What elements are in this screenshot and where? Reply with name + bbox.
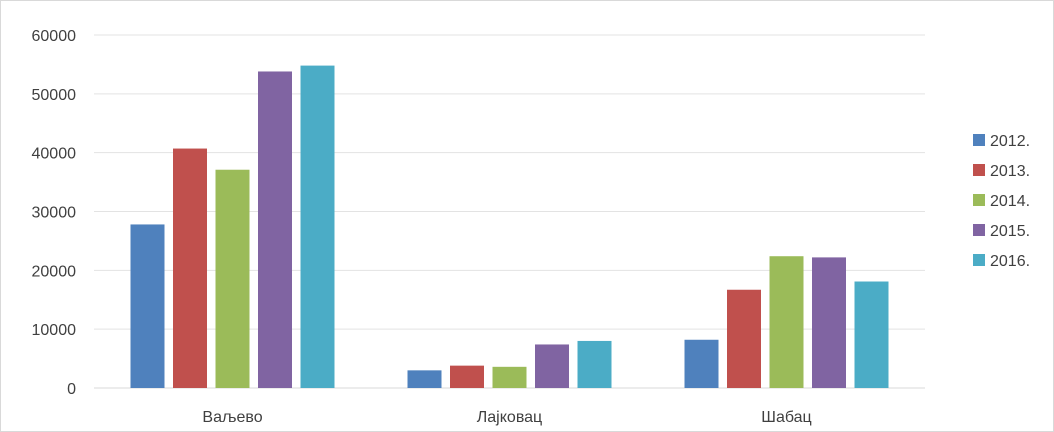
legend-swatch: [973, 224, 985, 236]
legend-label: 2016.: [990, 253, 1030, 270]
bar-Лајковац-2016: [577, 340, 612, 388]
legend-label: 2013.: [990, 163, 1030, 180]
bar-Шабац-2013: [727, 289, 761, 388]
bar-Шабац-2016: [854, 281, 889, 388]
bar-Лајковац-2015: [535, 344, 569, 388]
bars: [130, 65, 889, 389]
y-tick-label: 30000: [32, 205, 77, 222]
x-axis-tick-labels: Ваљево Лајковац Шабац: [202, 409, 811, 426]
legend-swatch: [973, 254, 985, 266]
y-tick-label: 60000: [32, 28, 77, 45]
y-axis-tick-labels: 0 10000 20000 30000 40000 50000 60000: [32, 28, 77, 398]
legend-label: 2014.: [990, 193, 1030, 210]
bar-Ваљево-2016: [300, 65, 335, 389]
legend-label: 2015.: [990, 223, 1030, 240]
y-tick-label: 20000: [32, 263, 77, 280]
y-tick-label: 0: [67, 381, 76, 398]
bar-Ваљево-2012: [130, 224, 165, 388]
legend-label: 2012.: [990, 133, 1030, 150]
bar-Лајковац-2013: [450, 365, 484, 388]
x-tick-label: Ваљево: [202, 409, 262, 426]
y-tick-label: 50000: [32, 87, 77, 104]
legend-swatch: [973, 194, 985, 206]
bar-Шабац-2012: [684, 339, 719, 388]
legend: 2012. 2013. 2014. 2015. 2016.: [973, 133, 1030, 270]
y-tick-label: 10000: [32, 322, 77, 339]
bar-Шабац-2014: [769, 256, 804, 388]
x-tick-label: Лајковац: [477, 409, 542, 426]
legend-swatch: [973, 134, 985, 146]
legend-swatch: [973, 164, 985, 176]
bar-Ваљево-2013: [173, 148, 207, 388]
x-tick-label: Шабац: [761, 409, 811, 426]
y-tick-label: 40000: [32, 146, 77, 163]
bar-Лајковац-2012: [407, 370, 442, 388]
bar-Шабац-2015: [812, 257, 846, 388]
bar-Лајковац-2014: [492, 366, 527, 388]
bar-Ваљево-2015: [258, 71, 292, 388]
bar-Ваљево-2014: [215, 169, 250, 388]
